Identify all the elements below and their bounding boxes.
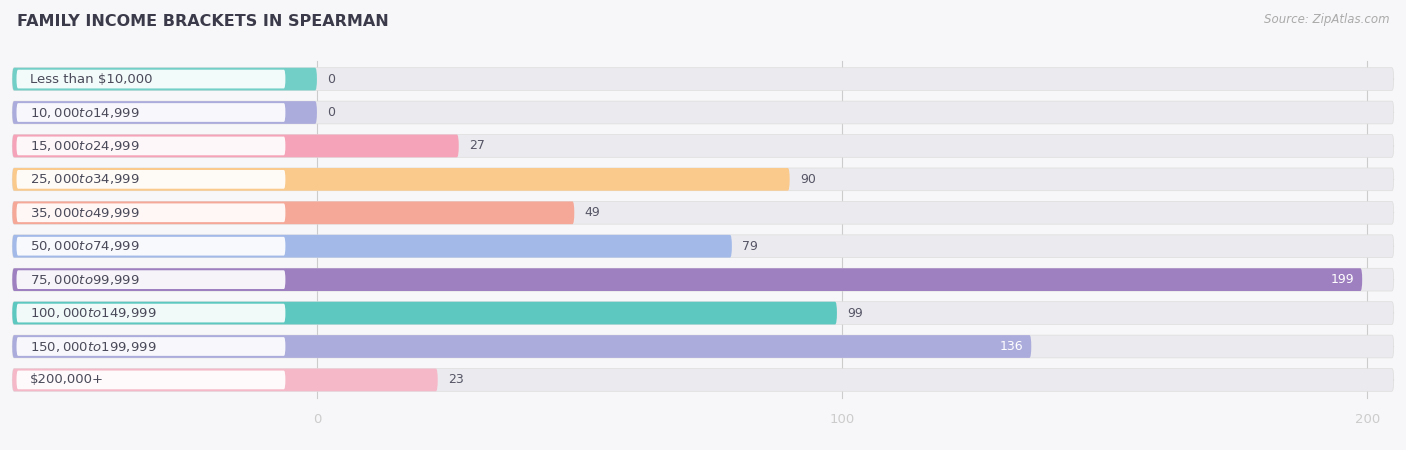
Text: 136: 136 xyxy=(1000,340,1024,353)
FancyBboxPatch shape xyxy=(17,304,285,323)
FancyBboxPatch shape xyxy=(13,202,574,224)
Text: 0: 0 xyxy=(328,106,336,119)
Text: 27: 27 xyxy=(470,140,485,153)
Text: $50,000 to $74,999: $50,000 to $74,999 xyxy=(30,239,139,253)
Text: 49: 49 xyxy=(585,206,600,219)
Text: $10,000 to $14,999: $10,000 to $14,999 xyxy=(30,105,139,120)
FancyBboxPatch shape xyxy=(13,335,1393,358)
Text: $15,000 to $24,999: $15,000 to $24,999 xyxy=(30,139,139,153)
Text: $150,000 to $199,999: $150,000 to $199,999 xyxy=(30,339,156,354)
FancyBboxPatch shape xyxy=(13,302,1393,324)
FancyBboxPatch shape xyxy=(17,170,285,189)
FancyBboxPatch shape xyxy=(13,335,1031,358)
Text: $75,000 to $99,999: $75,000 to $99,999 xyxy=(30,273,139,287)
FancyBboxPatch shape xyxy=(13,68,1393,90)
Text: 99: 99 xyxy=(848,306,863,320)
FancyBboxPatch shape xyxy=(13,135,1393,157)
FancyBboxPatch shape xyxy=(13,302,837,324)
Text: Source: ZipAtlas.com: Source: ZipAtlas.com xyxy=(1264,14,1389,27)
Text: $100,000 to $149,999: $100,000 to $149,999 xyxy=(30,306,156,320)
Text: Less than $10,000: Less than $10,000 xyxy=(30,72,152,86)
FancyBboxPatch shape xyxy=(17,337,285,356)
Text: 79: 79 xyxy=(742,240,758,253)
FancyBboxPatch shape xyxy=(13,369,1393,392)
Text: 199: 199 xyxy=(1330,273,1354,286)
FancyBboxPatch shape xyxy=(13,168,790,191)
FancyBboxPatch shape xyxy=(13,135,458,157)
FancyBboxPatch shape xyxy=(13,101,316,124)
FancyBboxPatch shape xyxy=(17,70,285,89)
FancyBboxPatch shape xyxy=(17,203,285,222)
FancyBboxPatch shape xyxy=(13,101,1393,124)
FancyBboxPatch shape xyxy=(13,235,1393,257)
Text: 0: 0 xyxy=(328,72,336,86)
Text: $25,000 to $34,999: $25,000 to $34,999 xyxy=(30,172,139,186)
FancyBboxPatch shape xyxy=(17,370,285,389)
Text: FAMILY INCOME BRACKETS IN SPEARMAN: FAMILY INCOME BRACKETS IN SPEARMAN xyxy=(17,14,388,28)
FancyBboxPatch shape xyxy=(13,235,733,257)
FancyBboxPatch shape xyxy=(13,268,1393,291)
FancyBboxPatch shape xyxy=(17,136,285,155)
Text: 23: 23 xyxy=(449,374,464,387)
FancyBboxPatch shape xyxy=(13,268,1362,291)
Text: $200,000+: $200,000+ xyxy=(30,374,104,387)
Text: $35,000 to $49,999: $35,000 to $49,999 xyxy=(30,206,139,220)
FancyBboxPatch shape xyxy=(17,103,285,122)
FancyBboxPatch shape xyxy=(17,237,285,256)
Text: 90: 90 xyxy=(800,173,815,186)
FancyBboxPatch shape xyxy=(13,68,316,90)
FancyBboxPatch shape xyxy=(13,369,437,392)
FancyBboxPatch shape xyxy=(13,168,1393,191)
FancyBboxPatch shape xyxy=(13,202,1393,224)
FancyBboxPatch shape xyxy=(17,270,285,289)
